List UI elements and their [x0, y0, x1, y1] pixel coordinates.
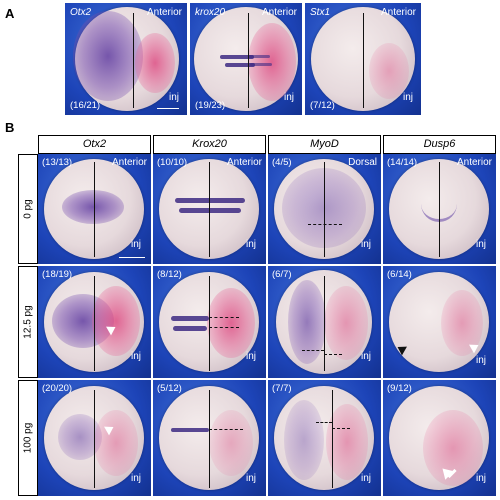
count-label: (16/21) — [70, 100, 101, 111]
inj-label: inj — [245, 239, 256, 250]
inj-label: inj — [168, 92, 179, 103]
row-header-12-5pg: 12.5 pg — [18, 266, 38, 378]
count-label: (19/23) — [195, 100, 226, 111]
tile-12-5pg-myod: (6/7) inj — [268, 266, 381, 378]
row-label: 100 pg — [22, 422, 34, 454]
tile-12-5pg-otx2: (18/19) inj — [38, 266, 151, 378]
orientation-label: Anterior — [146, 7, 182, 18]
count-label: (8/12) — [157, 269, 182, 280]
orientation-label: Dorsal — [348, 157, 377, 168]
count-label: (20/20) — [42, 383, 73, 394]
inj-label: inj — [245, 473, 256, 484]
tile-12-5pg-krox20: (8/12) inj — [153, 266, 266, 378]
panel-a-tile-stx1: Stx1 Anterior (7/12) inj — [305, 3, 421, 115]
inj-label: inj — [360, 239, 371, 250]
inj-label: inj — [402, 92, 413, 103]
tile-0pg-krox20: (10/10) Anterior inj — [153, 154, 266, 264]
row-header-100pg: 100 pg — [18, 380, 38, 496]
panel-b-letter: B — [5, 120, 15, 135]
tile-12-5pg-dusp6: (6/14) inj — [383, 266, 496, 378]
row-header-0pg: 0 pg — [18, 154, 38, 264]
tile-100pg-dusp6: (9/12) inj — [383, 380, 496, 496]
count-label: (7/7) — [272, 383, 292, 394]
count-label: (14/14) — [387, 157, 418, 168]
orientation-label: Anterior — [226, 157, 262, 168]
tile-0pg-otx2: (13/13) Anterior inj — [38, 154, 151, 264]
inj-label: inj — [475, 355, 486, 366]
tile-100pg-krox20: (5/12) inj — [153, 380, 266, 496]
gene-label: krox20 — [195, 7, 226, 18]
row-label: 0 pg — [22, 199, 34, 219]
gene-label: Otx2 — [70, 7, 92, 18]
count-label: (10/10) — [157, 157, 188, 168]
inj-label: inj — [130, 239, 141, 250]
count-label: (4/5) — [272, 157, 292, 168]
count-label: (7/12) — [310, 100, 335, 111]
column-header-otx2: Otx2 — [38, 135, 151, 154]
scale-bar — [119, 257, 145, 258]
inj-label: inj — [130, 351, 141, 362]
count-label: (6/7) — [272, 269, 292, 280]
inj-label: inj — [130, 473, 141, 484]
inj-label: inj — [360, 473, 371, 484]
orientation-label: Anterior — [456, 157, 492, 168]
count-label: (13/13) — [42, 157, 73, 168]
inj-label: inj — [360, 351, 371, 362]
orientation-label: Anterior — [261, 7, 297, 18]
inj-label: inj — [245, 351, 256, 362]
column-header-krox20: Krox20 — [153, 135, 266, 154]
count-label: (6/14) — [387, 269, 412, 280]
inj-label: inj — [475, 473, 486, 484]
inj-label: inj — [475, 239, 486, 250]
orientation-label: Anterior — [380, 7, 416, 18]
tile-100pg-myod: (7/7) inj — [268, 380, 381, 496]
panel-a-tile-krox20: krox20 Anterior (19/23) inj — [190, 3, 302, 115]
panel-a-tile-otx2: Otx2 Anterior (16/21) inj — [65, 3, 187, 115]
orientation-label: Anterior — [111, 157, 147, 168]
tile-100pg-otx2: (20/20) inj — [38, 380, 151, 496]
scale-bar — [157, 108, 179, 109]
count-label: (9/12) — [387, 383, 412, 394]
inj-label: inj — [283, 92, 294, 103]
count-label: (18/19) — [42, 269, 73, 280]
gene-label: Stx1 — [310, 7, 331, 18]
count-label: (5/12) — [157, 383, 182, 394]
column-header-dusp6: Dusp6 — [383, 135, 496, 154]
row-label: 12.5 pg — [22, 305, 34, 339]
tile-0pg-dusp6: (14/14) Anterior inj — [383, 154, 496, 264]
tile-0pg-myod: (4/5) Dorsal inj — [268, 154, 381, 264]
column-header-myod: MyoD — [268, 135, 381, 154]
panel-a-letter: A — [5, 6, 15, 21]
